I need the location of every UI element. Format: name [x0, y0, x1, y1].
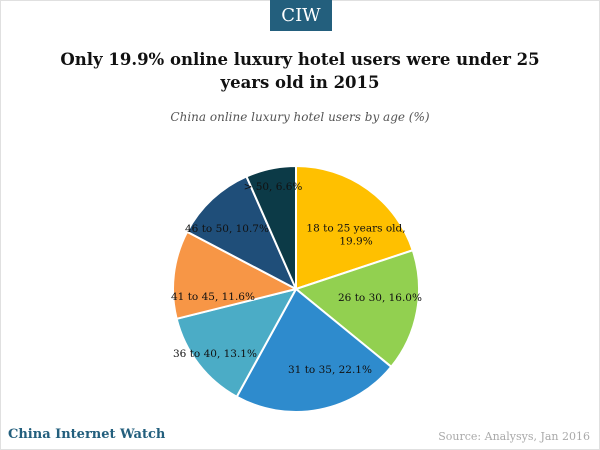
pie-slice-over-50[interactable] — [245, 164, 297, 290]
pie-slice-36-40[interactable] — [175, 287, 298, 399]
slice-label-18-25: 18 to 25 years old, 19.9% — [306, 223, 405, 248]
pie-slice-31-35[interactable] — [235, 287, 393, 413]
footer-brand[interactable]: China Internet Watch — [8, 427, 166, 442]
pie-slice-26-30[interactable] — [293, 248, 420, 369]
slice-label-over-50: > 50, 6.6% — [244, 181, 303, 193]
chart-title: Only 19.9% online luxury hotel users wer… — [60, 50, 540, 92]
pie-slice-18-25[interactable] — [295, 164, 415, 291]
slice-label-41-45: 41 to 45, 11.6% — [171, 291, 255, 303]
slice-label-31-35: 31 to 35, 22.1% — [288, 364, 372, 376]
slice-label-46-50: 46 to 50, 10.7% — [185, 223, 269, 235]
ciw-logo[interactable]: CIW — [270, 0, 332, 31]
slice-label-36-40: 36 to 40, 13.1% — [173, 348, 257, 360]
pie-slice-46-50[interactable] — [185, 175, 299, 292]
slice-label-26-30: 26 to 30, 16.0% — [338, 292, 422, 304]
pie-slice-41-45[interactable] — [172, 230, 299, 321]
chart-subtitle: China online luxury hotel users by age (… — [170, 110, 430, 124]
source-note: Source: Analysys, Jan 2016 — [438, 430, 590, 443]
